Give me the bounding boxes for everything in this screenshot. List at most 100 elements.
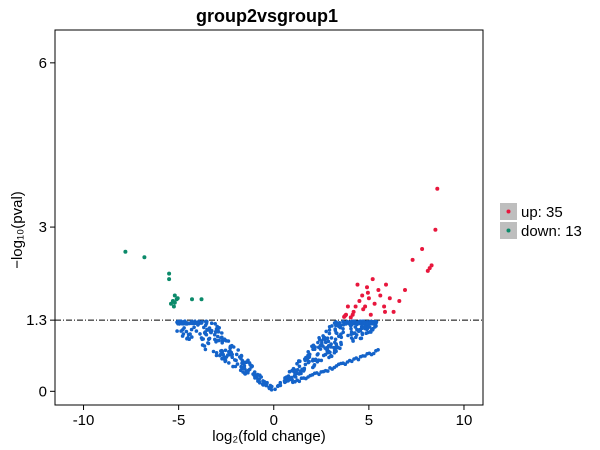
- down-point: [167, 277, 172, 282]
- nonsignificant-point: [228, 349, 232, 353]
- down-point: [167, 271, 172, 276]
- nonsignificant-point: [371, 351, 376, 356]
- nonsignificant-point: [349, 327, 353, 331]
- nonsignificant-point: [336, 324, 341, 329]
- nonsignificant-point: [300, 367, 304, 372]
- nonsignificant-point: [362, 326, 367, 330]
- nonsignificant-point: [178, 319, 182, 324]
- nonsignificant-point: [325, 336, 330, 341]
- nonsignificant-point: [351, 331, 356, 336]
- up-point: [410, 257, 415, 262]
- nonsignificant-point: [328, 350, 332, 355]
- nonsignificant-point: [216, 330, 221, 334]
- nonsignificant-point: [356, 357, 361, 362]
- up-point: [382, 304, 387, 309]
- up-point: [365, 290, 370, 295]
- nonsignificant-point: [360, 331, 365, 336]
- nonsignificant-point: [220, 341, 224, 345]
- nonsignificant-point: [237, 355, 242, 359]
- nonsignificant-point: [356, 320, 360, 325]
- nonsignificant-point: [224, 339, 229, 343]
- nonsignificant-point: [214, 353, 219, 358]
- nonsignificant-point: [335, 321, 340, 326]
- up-point: [425, 268, 430, 273]
- y-axis-label: −log₁₀(pval): [9, 191, 26, 269]
- up-point: [420, 247, 425, 251]
- x-tick-label: 10: [456, 412, 473, 429]
- nonsignificant-point: [350, 359, 354, 364]
- nonsignificant-point: [321, 353, 326, 358]
- down-point: [171, 304, 176, 309]
- down-point: [199, 297, 204, 302]
- nonsignificant-point: [204, 319, 209, 324]
- y-tick-label: 1.3: [26, 312, 47, 329]
- nonsignificant-point: [236, 348, 240, 352]
- nonsignificant-point: [337, 334, 341, 339]
- nonsignificant-point: [219, 349, 223, 353]
- y-tick-label: 3: [39, 219, 47, 236]
- up-point: [366, 296, 371, 301]
- nonsignificant-point: [223, 348, 228, 353]
- legend-label-down: down: 13: [521, 223, 582, 240]
- nonsignificant-point: [251, 372, 255, 376]
- nonsignificant-point: [329, 345, 333, 349]
- significant-points: [123, 186, 440, 320]
- legend-swatch-down: [506, 228, 511, 233]
- nonsignificant-point: [219, 336, 223, 340]
- up-point: [383, 309, 387, 314]
- nonsignificant-point: [349, 322, 354, 327]
- nonsignificant-point: [234, 352, 239, 357]
- nonsignificant-point: [195, 321, 199, 326]
- nonsignificant-point: [303, 362, 308, 367]
- nonsignificant-point: [353, 325, 358, 329]
- nonsignificant-point: [248, 367, 252, 372]
- nonsignificant-point: [363, 354, 367, 358]
- nonsignificant-point: [341, 327, 345, 331]
- nonsignificant-point: [346, 333, 350, 338]
- nonsignificant-point: [313, 357, 318, 362]
- nonsignificant-point: [318, 343, 323, 348]
- nonsignificant-point: [228, 352, 232, 357]
- up-point: [391, 309, 396, 314]
- nonsignificant-point: [315, 360, 320, 364]
- nonsignificant-point: [211, 349, 216, 354]
- nonsignificant-point: [246, 360, 250, 364]
- down-point: [174, 297, 179, 302]
- nonsignificant-point: [209, 321, 214, 326]
- nonsignificant-point: [187, 321, 192, 326]
- up-point: [355, 282, 360, 287]
- nonsignificant-point: [297, 359, 301, 363]
- nonsignificant-point: [262, 380, 267, 384]
- nonsignificant-point: [238, 368, 243, 373]
- nonsignificant-point: [334, 331, 338, 335]
- nonsignificant-point: [354, 333, 359, 337]
- nonsignificant-point: [190, 335, 194, 339]
- nonsignificant-point: [273, 387, 277, 392]
- nonsignificant-point: [317, 337, 322, 342]
- nonsignificant-point: [339, 340, 343, 345]
- nonsignificant-point: [199, 321, 204, 325]
- nonsignificant-point: [343, 362, 348, 367]
- nonsignificant-point: [341, 330, 346, 335]
- nonsignificant-point: [351, 339, 355, 343]
- nonsignificant-point: [253, 376, 257, 380]
- up-point: [403, 288, 407, 292]
- nonsignificant-point: [208, 330, 213, 334]
- nonsignificant-point: [235, 362, 240, 366]
- nonsignificant-point: [207, 336, 212, 341]
- nonsignificant-point: [295, 371, 300, 376]
- nonsignificant-point: [244, 369, 249, 373]
- nonsignificant-point: [189, 327, 194, 332]
- nonsignificant-point: [220, 331, 224, 335]
- nonsignificant-point: [371, 320, 375, 325]
- nonsignificant-point: [290, 369, 295, 373]
- x-tick-label: 5: [365, 412, 373, 429]
- nonsignificant-point: [223, 358, 228, 363]
- nonsignificant-point: [333, 337, 338, 342]
- up-point: [435, 186, 440, 191]
- nonsignificant-point: [297, 364, 302, 369]
- nonsignificant-point: [203, 347, 208, 352]
- nonsignificant-point: [248, 363, 252, 367]
- nonsignificant-point: [312, 347, 317, 352]
